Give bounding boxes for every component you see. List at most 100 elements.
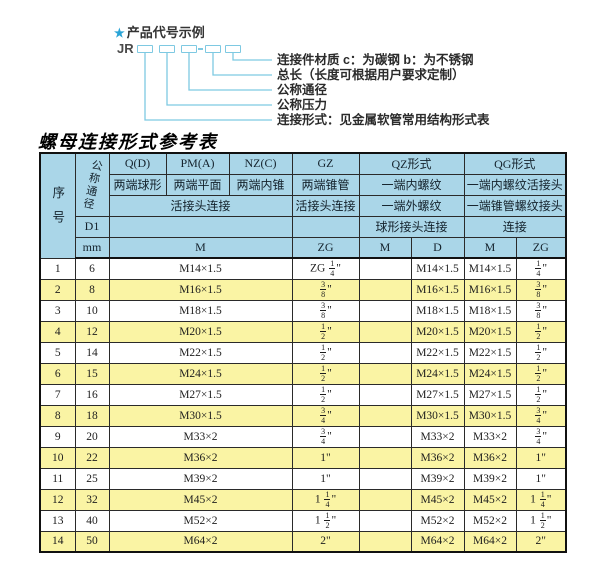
nut-connection-table: 序号 公称通径 Q(D) PM(A) NZ(C) GZ QZ形式 QG形式 两端… [39,152,567,553]
d1-label: D1 [74,215,110,238]
cell-qz-d: M20×1.5 [410,320,465,343]
group-gz: GZ [291,152,360,175]
group-qg: QG形式 [463,152,567,175]
table-row: 11 25 M39×2 1" M39×2 M39×2 1" [39,467,567,490]
cell-no: 9 [39,425,76,448]
cell-dn: 20 [74,425,110,448]
label-nominal-pressure: 公称压力 [277,98,328,112]
cell-m: M36×2 [108,446,293,469]
unit-m-qz: M [358,236,412,259]
cell-qg-zg: 1 2 " [515,320,567,343]
cell-gz: 2" [291,530,360,553]
cell-m: M39×2 [108,467,293,490]
cell-qg-m: M18×1.5 [463,299,517,322]
cell-qz-d: M30×1.5 [410,404,465,427]
cell-qz-m [358,509,412,532]
table-row: 8 18 M30×1.5 3 4 " M30×1.5 M30×1.5 3 4 " [39,404,567,427]
cell-qz-d: M64×2 [410,530,465,553]
cell-dn: 16 [74,383,110,406]
cell-m: M33×2 [108,425,293,448]
cell-m: M22×1.5 [108,341,293,364]
cell-qg-zg: 1 2 " [515,341,567,364]
cell-gz: 3 8 " [291,278,360,301]
cell-qg-m: M22×1.5 [463,341,517,364]
unit-m-qg: M [463,236,517,259]
header-row-groups: 序号 公称通径 Q(D) PM(A) NZ(C) GZ QZ形式 QG形式 [39,152,567,259]
code-dash [198,48,203,50]
cell-dn: 15 [74,362,110,385]
cell-dn: 10 [74,299,110,322]
cell-no: 14 [39,530,76,553]
connector-lines [144,53,272,121]
cell-qg-m: M20×1.5 [463,320,517,343]
group-qz: QZ形式 [358,152,465,175]
label-nominal-diameter: 公称通径 [277,83,328,97]
cell-gz: 1" [291,467,360,490]
cell-qg-zg: 1" [515,467,567,490]
table-row: 1 6 M14×1.5 ZG 1 4 " M14×1.5 M14×1.5 1 4 " [39,257,567,280]
cell-qg-zg: 2" [515,530,567,553]
cell-qg-m: M27×1.5 [463,383,517,406]
cell-no: 2 [39,278,76,301]
table-row: 7 16 M27×1.5 1 2 " M27×1.5 M27×1.5 1 2 " [39,383,567,406]
table-row: 13 40 M52×2 1 1 2 " M52×2 M52×2 1 1 2 " [39,509,567,532]
table-row: 9 20 M33×2 3 4 " M33×2 M33×2 3 4 " [39,425,567,448]
cell-no: 12 [39,488,76,511]
cell-dn: 32 [74,488,110,511]
sub-gz: 两端锥管 [291,173,360,196]
cell-qg-m: M52×2 [463,509,517,532]
cell-dn: 12 [74,320,110,343]
cell-gz: 1 2 " [291,383,360,406]
cell-m: M24×1.5 [108,362,293,385]
cell-dn: 14 [74,341,110,364]
header-row-connection: 活接头连接 活接头连接 一端外螺纹 一端锥管螺纹接头 [40,194,567,217]
cell-qg-m: M64×2 [463,530,517,553]
col-header-dn: 公称通径 [74,152,110,217]
label-total-length: 总长（长度可根据用户要求定制） [277,68,465,82]
cell-m: M27×1.5 [108,383,293,406]
cell-qg-m: M33×2 [463,425,517,448]
sub-nzc: 两端内锥 [228,173,293,196]
cell-qz-m [358,446,412,469]
cell-qz-d: M14×1.5 [410,257,465,280]
cell-qz-m [358,530,412,553]
cell-qz-d: M22×1.5 [410,341,465,364]
cell-qz-m [358,467,412,490]
header-row-subtype: 两端球形 两端平面 两端内锥 两端锥管 一端内螺纹 一端内螺纹活接头 [40,173,567,196]
cell-qz-d: M16×1.5 [410,278,465,301]
cell-qg-zg: 1 2 " [515,362,567,385]
cell-qg-zg: 3 4 " [515,425,567,448]
cell-qz-m [358,488,412,511]
cell-qz-d: M24×1.5 [410,362,465,385]
table-row: 4 12 M20×1.5 1 2 " M20×1.5 M20×1.5 1 2 " [39,320,567,343]
cell-m: M20×1.5 [108,320,293,343]
d1-qg-conn: 连接 [463,215,567,238]
code-box-5 [225,45,241,53]
cell-qg-zg: 3 8 " [515,299,567,322]
cell-no: 10 [39,446,76,469]
cell-gz: 3 4 " [291,425,360,448]
code-box-2 [159,45,175,53]
cell-gz: 1 2 " [291,320,360,343]
table-body: 1 6 M14×1.5 ZG 1 4 " M14×1.5 M14×1.5 1 4 " 2 8 M16×1.… [39,257,567,553]
label-connection-form: 连接形式：见金属软管常用结构形式表 [277,113,490,127]
group-qd: Q(D) [108,152,167,175]
cell-qz-m [358,299,412,322]
table-title: 螺母连接形式参考表 [38,132,218,152]
cell-qg-zg: 1 1 4 " [515,488,567,511]
cell-qg-m: M30×1.5 [463,404,517,427]
cell-no: 5 [39,341,76,364]
cell-no: 8 [39,404,76,427]
cell-qg-zg: 1 1 2 " [515,509,567,532]
cell-qz-m [358,257,412,280]
cell-qz-m [358,383,412,406]
cell-qg-m: M39×2 [463,467,517,490]
product-code-heading: ★ 产品代号示例 [114,22,205,41]
cell-no: 13 [39,509,76,532]
cell-gz: 3 8 " [291,299,360,322]
cell-m: M30×1.5 [108,404,293,427]
cell-no: 1 [39,257,76,280]
code-box-4 [205,45,221,53]
cell-dn: 40 [74,509,110,532]
cell-m: M14×1.5 [108,257,293,280]
